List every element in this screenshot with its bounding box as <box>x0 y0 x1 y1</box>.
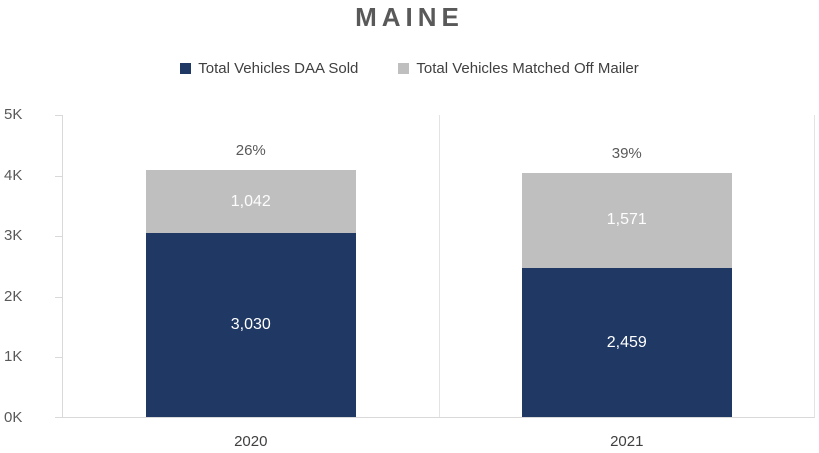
category-panel-2020: 26% 1,042 3,030 2020 <box>63 115 439 450</box>
bar-value-2020-daa: 3,030 <box>230 316 271 334</box>
chart-title: MAINE <box>355 2 464 32</box>
bar-value-2021-matched: 1,571 <box>606 211 647 229</box>
percent-label-2020: 26% <box>235 142 266 160</box>
y-axis-labels: 5K 4K 3K 2K 1K 0K <box>4 106 48 426</box>
bar-2020: 26% 1,042 3,030 <box>145 142 356 417</box>
legend-swatch-navy <box>180 63 192 74</box>
y-tick-mark <box>55 296 62 298</box>
bar-value-2021-daa: 2,459 <box>606 333 647 351</box>
bar-segment-2021-daa-sold: 2,459 <box>521 268 732 417</box>
category-panel-2021: 39% 1,571 2,459 2021 <box>438 115 815 450</box>
y-tick-label: 4K <box>4 166 23 184</box>
y-tick-label: 3K <box>4 227 23 245</box>
bar-segment-2020-matched-off-mailer: 1,042 <box>145 170 356 234</box>
y-tick-mark <box>55 115 62 116</box>
y-tick-mark <box>55 236 62 238</box>
bar-segment-2021-matched-off-mailer: 1,571 <box>521 172 732 268</box>
y-tick-mark <box>55 417 62 418</box>
legend-item-matched-off-mailer: Total Vehicles Matched Off Mailer <box>398 60 639 77</box>
y-tick-mark <box>55 357 62 359</box>
y-tick-mark <box>55 175 62 177</box>
legend-label-matched-off-mailer: Total Vehicles Matched Off Mailer <box>416 60 639 77</box>
bar-value-2020-matched: 1,042 <box>230 192 271 210</box>
bar-2021: 39% 1,571 2,459 <box>521 144 732 417</box>
chart-legend: Total Vehicles DAA Sold Total Vehicles M… <box>0 60 819 77</box>
legend-label-daa-sold: Total Vehicles DAA Sold <box>198 60 359 77</box>
y-axis-ticks <box>55 115 63 418</box>
y-tick-label: 1K <box>4 348 23 366</box>
x-axis-label-2020: 2020 <box>234 433 268 450</box>
percent-label-2021: 39% <box>611 144 642 162</box>
legend-swatch-gray <box>398 63 410 74</box>
bar-segment-2020-daa-sold: 3,030 <box>145 233 356 417</box>
x-axis-label-2021: 2021 <box>610 433 644 450</box>
y-tick-label: 2K <box>4 287 23 305</box>
y-tick-label: 5K <box>4 106 23 123</box>
legend-item-daa-sold: Total Vehicles DAA Sold <box>180 60 358 77</box>
plot-area: 26% 1,042 3,030 2020 39% 1,571 2,459 <box>55 115 815 450</box>
y-tick-label: 0K <box>4 409 23 426</box>
